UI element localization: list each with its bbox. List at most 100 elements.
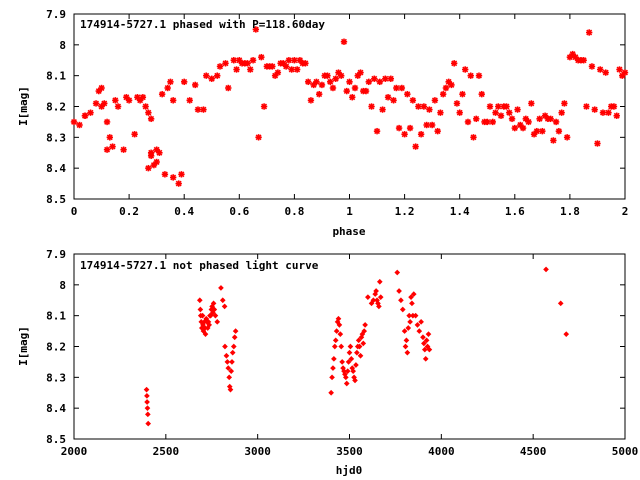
unphased-data-point — [425, 331, 432, 337]
phased-y-tick-label: 8.1 — [46, 70, 66, 83]
phased-data-point — [605, 109, 612, 116]
unphased-data-point — [348, 356, 355, 362]
unphased-chart-title: 174914-5727.1 not phased light curve — [80, 259, 319, 272]
phased-data-point — [103, 146, 111, 153]
phased-data-point — [147, 149, 155, 156]
phased-data-point — [244, 60, 251, 67]
phased-data-point — [214, 72, 221, 79]
phased-data-point — [478, 90, 485, 98]
phased-data-point — [222, 60, 229, 67]
unphased-data-point — [357, 352, 364, 359]
phased-data-point — [591, 106, 598, 113]
unphased-x-tick-label: 3500 — [336, 445, 363, 458]
phased-data-point — [390, 97, 397, 104]
phased-data-point — [112, 97, 119, 104]
phased-data-point — [200, 106, 207, 113]
unphased-y-axis-label: I[mag] — [17, 326, 30, 366]
phased-x-tick-label: 1 — [346, 205, 353, 218]
unphased-data-point — [346, 349, 353, 356]
phased-data-point — [442, 84, 450, 92]
unphased-data-point — [211, 306, 218, 313]
phased-data-point — [580, 57, 587, 64]
phased-data-point — [186, 97, 193, 104]
unphased-data-point — [361, 328, 368, 334]
unphased-data-point — [376, 303, 382, 310]
unphased-data-point — [347, 343, 354, 350]
phased-data-point — [379, 106, 386, 113]
phased-x-tick-label: 0.2 — [119, 205, 139, 218]
unphased-data-point — [197, 306, 204, 313]
phased-x-tick-label: 0.8 — [284, 205, 304, 218]
phased-data-point — [599, 109, 607, 116]
unphased-data-point — [196, 297, 203, 304]
phased-data-point — [409, 97, 417, 104]
phased-data-point — [401, 131, 408, 138]
phased-data-point — [525, 118, 532, 126]
phased-data-point — [470, 134, 477, 141]
unphased-data-point — [210, 300, 217, 307]
phased-data-point — [453, 100, 461, 107]
unphased-data-point — [373, 288, 379, 294]
phased-data-point — [434, 127, 441, 135]
unphased-data-point — [202, 331, 209, 337]
phased-data-point — [423, 121, 430, 129]
phased-data-point — [203, 72, 210, 79]
phased-data-point — [101, 100, 108, 107]
phased-data-point — [475, 72, 483, 79]
phased-data-point — [373, 127, 381, 135]
phased-data-point — [382, 75, 389, 82]
unphased-y-ticks: 7.9 8 8.1 8.2 8.3 8.4 8.5 — [46, 248, 625, 446]
phased-data-point — [158, 90, 166, 98]
phased-y-tick-label: 8.4 — [46, 162, 66, 175]
unphased-data-point — [412, 312, 419, 319]
unphased-data-point — [333, 328, 340, 334]
unphased-data-point — [358, 334, 365, 341]
phased-points — [70, 26, 629, 187]
phased-data-point — [550, 137, 557, 144]
phased-data-point — [70, 118, 78, 126]
unphased-data-point — [144, 393, 150, 399]
phased-data-point — [131, 131, 138, 138]
phased-data-point — [291, 57, 298, 64]
unphased-data-point — [394, 269, 401, 276]
unphased-x-tick-label: 2000 — [61, 445, 88, 458]
unphased-data-point — [343, 380, 350, 387]
unphased-data-point — [402, 343, 409, 350]
phased-data-point — [426, 106, 433, 113]
phased-plot-area — [73, 13, 626, 200]
unphased-y-tick-label: 8.5 — [46, 433, 66, 446]
phased-data-point — [194, 106, 202, 113]
phased-data-point — [585, 29, 593, 36]
phased-data-point — [139, 94, 147, 101]
phased-data-point — [420, 103, 428, 110]
phased-data-point — [459, 90, 466, 98]
phased-data-point — [156, 149, 163, 156]
phased-data-point — [103, 118, 111, 126]
phased-data-point — [481, 118, 488, 126]
unphased-x-ticks: 2000 2500 3000 3500 4000 4500 5000 — [61, 254, 638, 458]
unphased-points — [143, 266, 570, 427]
phased-data-point — [192, 81, 199, 89]
phased-y-tick-label: 8.5 — [46, 193, 66, 206]
unphased-data-point — [370, 297, 377, 304]
phased-data-point — [569, 50, 576, 58]
phased-data-point — [252, 26, 260, 33]
phased-data-point — [376, 78, 384, 86]
phased-data-point — [486, 103, 494, 110]
phased-y-tick-label: 8.2 — [46, 101, 66, 114]
phased-y-axis-label: I[mag] — [17, 86, 30, 126]
unphased-data-point — [144, 399, 150, 405]
unphased-y-tick-label: 7.9 — [46, 248, 66, 261]
phased-data-point — [489, 118, 496, 126]
unphased-data-point — [337, 331, 344, 337]
unphased-x-tick-label: 2500 — [153, 445, 180, 458]
unphased-y-tick-label: 8.1 — [46, 310, 66, 323]
unphased-data-point — [356, 343, 363, 350]
phased-data-point — [552, 118, 560, 126]
phased-y-ticks: 7.9 8 8.1 8.2 8.3 8.4 8.5 — [46, 8, 625, 206]
phased-data-point — [456, 109, 463, 116]
unphased-data-point — [404, 349, 411, 356]
phased-data-point — [87, 109, 94, 116]
unphased-data-point — [339, 359, 345, 365]
phased-data-point — [167, 78, 174, 86]
